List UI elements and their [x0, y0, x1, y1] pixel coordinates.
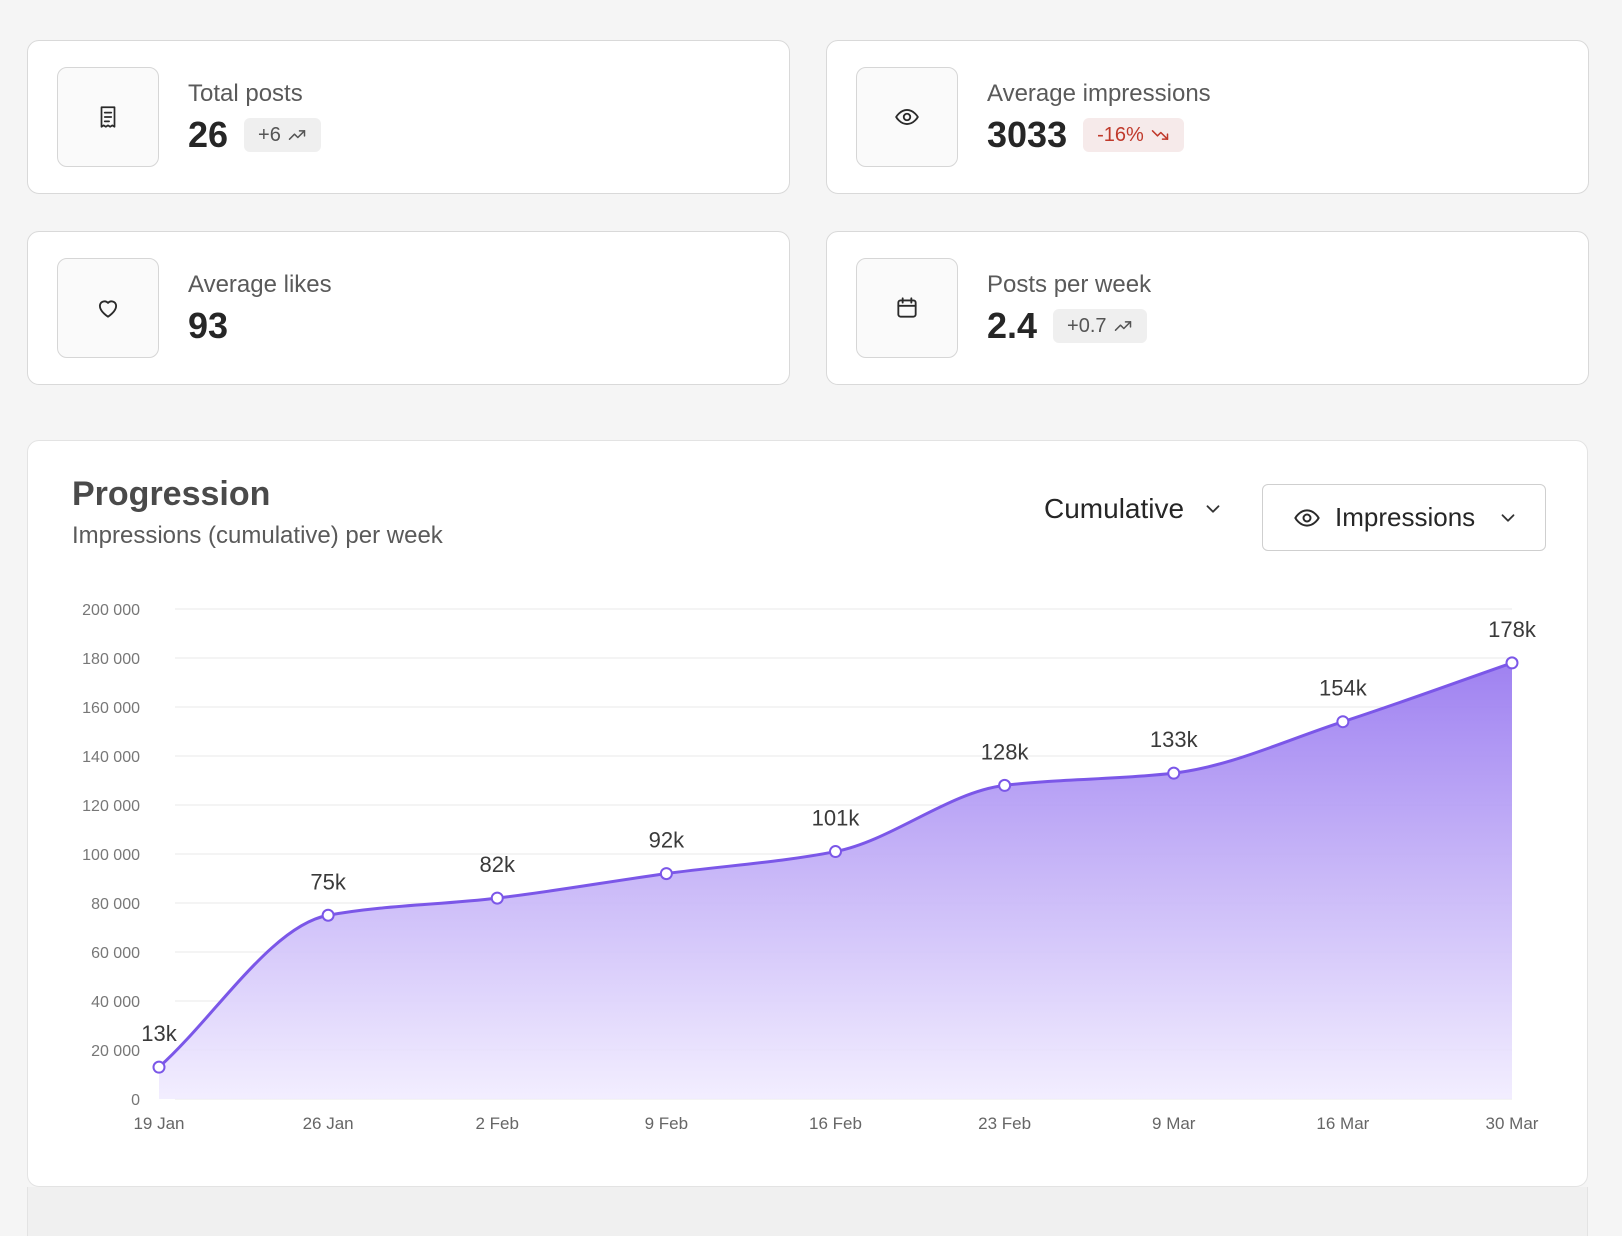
- data-label: 178k: [1488, 617, 1537, 642]
- stat-icon-box: [856, 258, 958, 358]
- trend-badge: -16%: [1083, 118, 1184, 152]
- y-tick-label: 200 000: [82, 602, 140, 619]
- data-point: [998, 778, 1012, 792]
- stat-icon-box: [57, 258, 159, 358]
- y-tick-label: 160 000: [82, 700, 140, 717]
- stat-card-total-posts: Total posts 26 +6: [27, 40, 790, 194]
- stat-value: 3033: [987, 114, 1068, 155]
- stat-card-posts-per-week: Posts per week 2.4 +0.7: [826, 231, 1589, 385]
- stat-value: 93: [188, 305, 229, 346]
- data-point: [1505, 656, 1519, 670]
- stat-value: 26: [188, 114, 229, 155]
- metric-dropdown[interactable]: Impressions: [1262, 484, 1546, 551]
- series-area: [159, 662, 1512, 1099]
- trend-up-icon: [1114, 321, 1131, 331]
- stat-label: Total posts: [188, 80, 303, 107]
- data-point: [659, 867, 673, 881]
- y-tick-label: 0: [131, 1092, 140, 1109]
- data-label: 101k: [812, 806, 861, 831]
- y-tick-label: 40 000: [91, 994, 140, 1011]
- data-label: 133k: [1150, 727, 1199, 752]
- stat-value: 2.4: [987, 305, 1038, 346]
- data-point: [1167, 766, 1181, 780]
- x-tick-label: 16 Feb: [809, 1114, 862, 1133]
- data-label: 82k: [480, 852, 516, 877]
- stat-icon-box: [856, 67, 958, 167]
- data-label: 128k: [981, 739, 1030, 764]
- x-tick-label: 9 Mar: [1152, 1114, 1196, 1133]
- data-label: 13k: [141, 1021, 177, 1046]
- progression-card: Progression Impressions (cumulative) per…: [27, 440, 1588, 1187]
- y-tick-label: 180 000: [82, 651, 140, 668]
- metric-dropdown-label: Impressions: [1335, 502, 1476, 532]
- data-point: [152, 1060, 166, 1074]
- y-tick-label: 80 000: [91, 896, 140, 913]
- bottom-panel-edge: [27, 1187, 1588, 1236]
- x-tick-label: 30 Mar: [1486, 1114, 1539, 1133]
- progression-title: Progression: [72, 475, 271, 513]
- mode-dropdown-label: Cumulative: [1044, 493, 1185, 524]
- stat-icon-box: [57, 67, 159, 167]
- chevron-down-icon: [1206, 505, 1220, 513]
- stat-card-average-likes: Average likes 93: [27, 231, 790, 385]
- x-tick-label: 19 Jan: [133, 1114, 184, 1133]
- x-tick-label: 16 Mar: [1316, 1114, 1369, 1133]
- trend-down-icon: [1151, 130, 1169, 140]
- stat-label: Average likes: [188, 271, 332, 298]
- stat-label: Average impressions: [987, 80, 1211, 107]
- x-tick-label: 9 Feb: [645, 1114, 688, 1133]
- mode-dropdown[interactable]: Cumulative: [1044, 489, 1224, 529]
- data-point: [490, 891, 504, 905]
- progression-subtitle: Impressions (cumulative) per week: [72, 522, 443, 549]
- y-tick-label: 120 000: [82, 798, 140, 815]
- eye-icon: [1294, 508, 1320, 527]
- trend-badge: +0.7: [1053, 309, 1147, 343]
- data-label: 75k: [310, 869, 346, 894]
- receipt-icon: [100, 106, 116, 128]
- stat-label: Posts per week: [987, 271, 1152, 298]
- x-tick-label: 2 Feb: [476, 1114, 519, 1133]
- data-point: [829, 845, 842, 859]
- y-tick-label: 100 000: [82, 847, 140, 864]
- stats-grid: Total posts 26 +6: [27, 40, 1589, 385]
- x-tick-label: 26 Jan: [303, 1114, 354, 1133]
- stat-card-average-impressions: Average impressions 3033 -16%: [826, 40, 1589, 194]
- chevron-down-icon: [1501, 513, 1515, 522]
- y-tick-label: 140 000: [82, 749, 140, 766]
- trend-badge-text: +0.7: [1067, 314, 1107, 337]
- calendar-icon: [897, 297, 917, 318]
- eye-icon: [895, 109, 919, 125]
- y-tick-label: 60 000: [91, 945, 140, 962]
- y-tick-label: 20 000: [91, 1043, 140, 1060]
- x-tick-label: 23 Feb: [978, 1114, 1031, 1133]
- data-label: 92k: [649, 828, 685, 853]
- trend-badge-text: +6: [258, 123, 281, 146]
- trend-badge: +6: [244, 118, 321, 152]
- heart-icon: [98, 300, 118, 318]
- trend-badge-text: -16%: [1097, 123, 1144, 146]
- data-label: 154k: [1319, 676, 1368, 701]
- trend-up-icon: [288, 130, 306, 140]
- progression-chart: 0 20 000 40 000 60 000 80 000 100 000 120 000 1…: [82, 602, 1539, 1133]
- data-point: [1336, 715, 1350, 729]
- data-point: [321, 908, 335, 922]
